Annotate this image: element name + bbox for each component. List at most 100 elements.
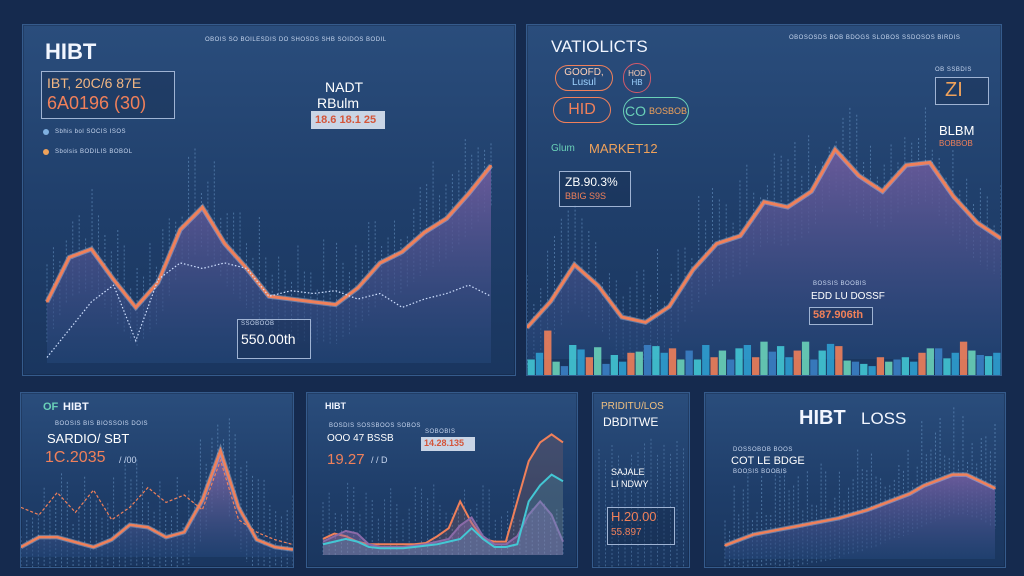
pill-hod[interactable]: HOD HB [623, 63, 651, 93]
volume-bar [735, 348, 743, 375]
chart-point [621, 316, 623, 318]
volume-bar [727, 359, 735, 375]
value-box-text: 18.6 18.1 25 [315, 114, 377, 126]
main-area-chart [44, 139, 493, 363]
volume-bar [627, 352, 635, 375]
chart-point [255, 538, 258, 541]
chart-point [401, 251, 404, 253]
chart-point [445, 217, 448, 220]
volume-bar [934, 348, 943, 375]
volume-bar [618, 361, 627, 375]
chart-area-fill [527, 149, 1001, 359]
side-icon-text: ZI [945, 79, 963, 101]
chart-point [183, 531, 185, 533]
volume-bar [768, 351, 776, 375]
volume-bar [826, 343, 835, 375]
volume-bar [785, 357, 793, 375]
chart-point [994, 487, 996, 490]
profit-loss-background [598, 438, 684, 567]
chart-point [738, 539, 741, 541]
chart-point [21, 546, 22, 548]
bottom-value-box [809, 307, 873, 325]
volume-bar [876, 357, 885, 375]
price-box [41, 71, 175, 119]
bottom-label: EDD LU DOSSF [811, 291, 885, 302]
volume-bar [926, 348, 934, 375]
volume-bar [535, 352, 544, 375]
pill-goofd[interactable]: GOOFD, Lusul [555, 65, 613, 91]
chart-point [290, 298, 293, 300]
chart-point [274, 546, 276, 548]
value-box [421, 437, 475, 451]
chart-area-fill [323, 434, 563, 555]
chart-point [46, 301, 48, 303]
chart-point [1000, 237, 1001, 240]
pill-co[interactable]: CO BOSBOB [623, 97, 689, 125]
pill-hid[interactable]: HID [553, 97, 611, 123]
chart-point [147, 526, 149, 529]
chart-point [468, 192, 470, 195]
value: H.20.00 [611, 509, 657, 524]
chart-point [766, 531, 769, 533]
chart-point [219, 449, 222, 452]
chart-point [549, 300, 552, 303]
volume-bar [743, 345, 752, 375]
volume-bar [718, 350, 727, 375]
chart-point [834, 148, 836, 151]
caption: BOOSIS BIS BIOSSOIS DOIS [55, 421, 149, 427]
panel-loss-chart: HIBT LOSS DOSSOBOB BOOS COT LE BDGE BOOS… [704, 392, 1006, 568]
chart-point [786, 206, 789, 208]
chart-point [937, 479, 939, 481]
volume-bar [776, 346, 785, 375]
panel-title: HIBT [45, 39, 97, 64]
chart-point [112, 278, 115, 281]
volume-bar [951, 352, 959, 375]
chart-point [923, 484, 925, 487]
volume-bar [918, 352, 926, 375]
caption: BOSDIS SOSSBOOS SOBOS [329, 423, 421, 429]
panel-title: HIBT [63, 401, 89, 413]
volume-bar [893, 359, 901, 375]
pill-co-line2: BOSBOB [648, 106, 687, 116]
volume-bar [984, 356, 993, 375]
chart-point [809, 522, 812, 525]
chart-point [739, 235, 742, 237]
volume-bar [527, 359, 535, 375]
bottom-value: 550.00th [241, 331, 296, 347]
volume-bar [668, 348, 677, 375]
chart-point [68, 256, 70, 259]
chart-point [979, 480, 982, 483]
chart-point [781, 528, 783, 530]
volume-bar [910, 361, 918, 375]
volume-bar [577, 349, 585, 375]
chart-point [752, 533, 755, 536]
volume-bar [602, 363, 610, 375]
legend-item-2: Sbolsis BODILIS BOBOL [55, 149, 133, 155]
volume-bar [752, 357, 760, 375]
chart-point [858, 174, 860, 177]
volume-bar [685, 350, 693, 375]
volume-bar [993, 352, 1001, 375]
panel-small-chart-1: OF HIBT BOOSIS BIS BIOSSOIS DOIS SARDIO/… [20, 392, 294, 568]
chart-area-fill [323, 474, 563, 555]
pill-co-line1: CO [624, 103, 646, 119]
bottom-caption: SSOBOOB [241, 321, 275, 327]
volume-bar [959, 341, 968, 375]
panel-subtitle: DBDITWE [603, 415, 659, 429]
value-unit: / /00 [119, 455, 137, 465]
chart-point [135, 306, 137, 309]
panel-small-chart-2: HIBT BOSDIS SOSSBOOS SOBOS OOO 47 BSSB 1… [306, 392, 578, 568]
volatility-area-chart [527, 107, 1001, 375]
chart-point [38, 536, 40, 538]
volume-bar [976, 355, 984, 375]
panel-title: HIBT [325, 401, 346, 411]
chart-series-line [322, 433, 564, 546]
chart-point [527, 326, 528, 329]
chart-point [976, 221, 979, 224]
volume-bar [552, 361, 560, 375]
value: 1C.2035 [45, 449, 106, 466]
chart-series-line [21, 446, 293, 551]
chart-point [852, 513, 854, 515]
chart-point [223, 242, 226, 245]
bottom-caption: BOSSIS BOOBIS [813, 281, 867, 287]
